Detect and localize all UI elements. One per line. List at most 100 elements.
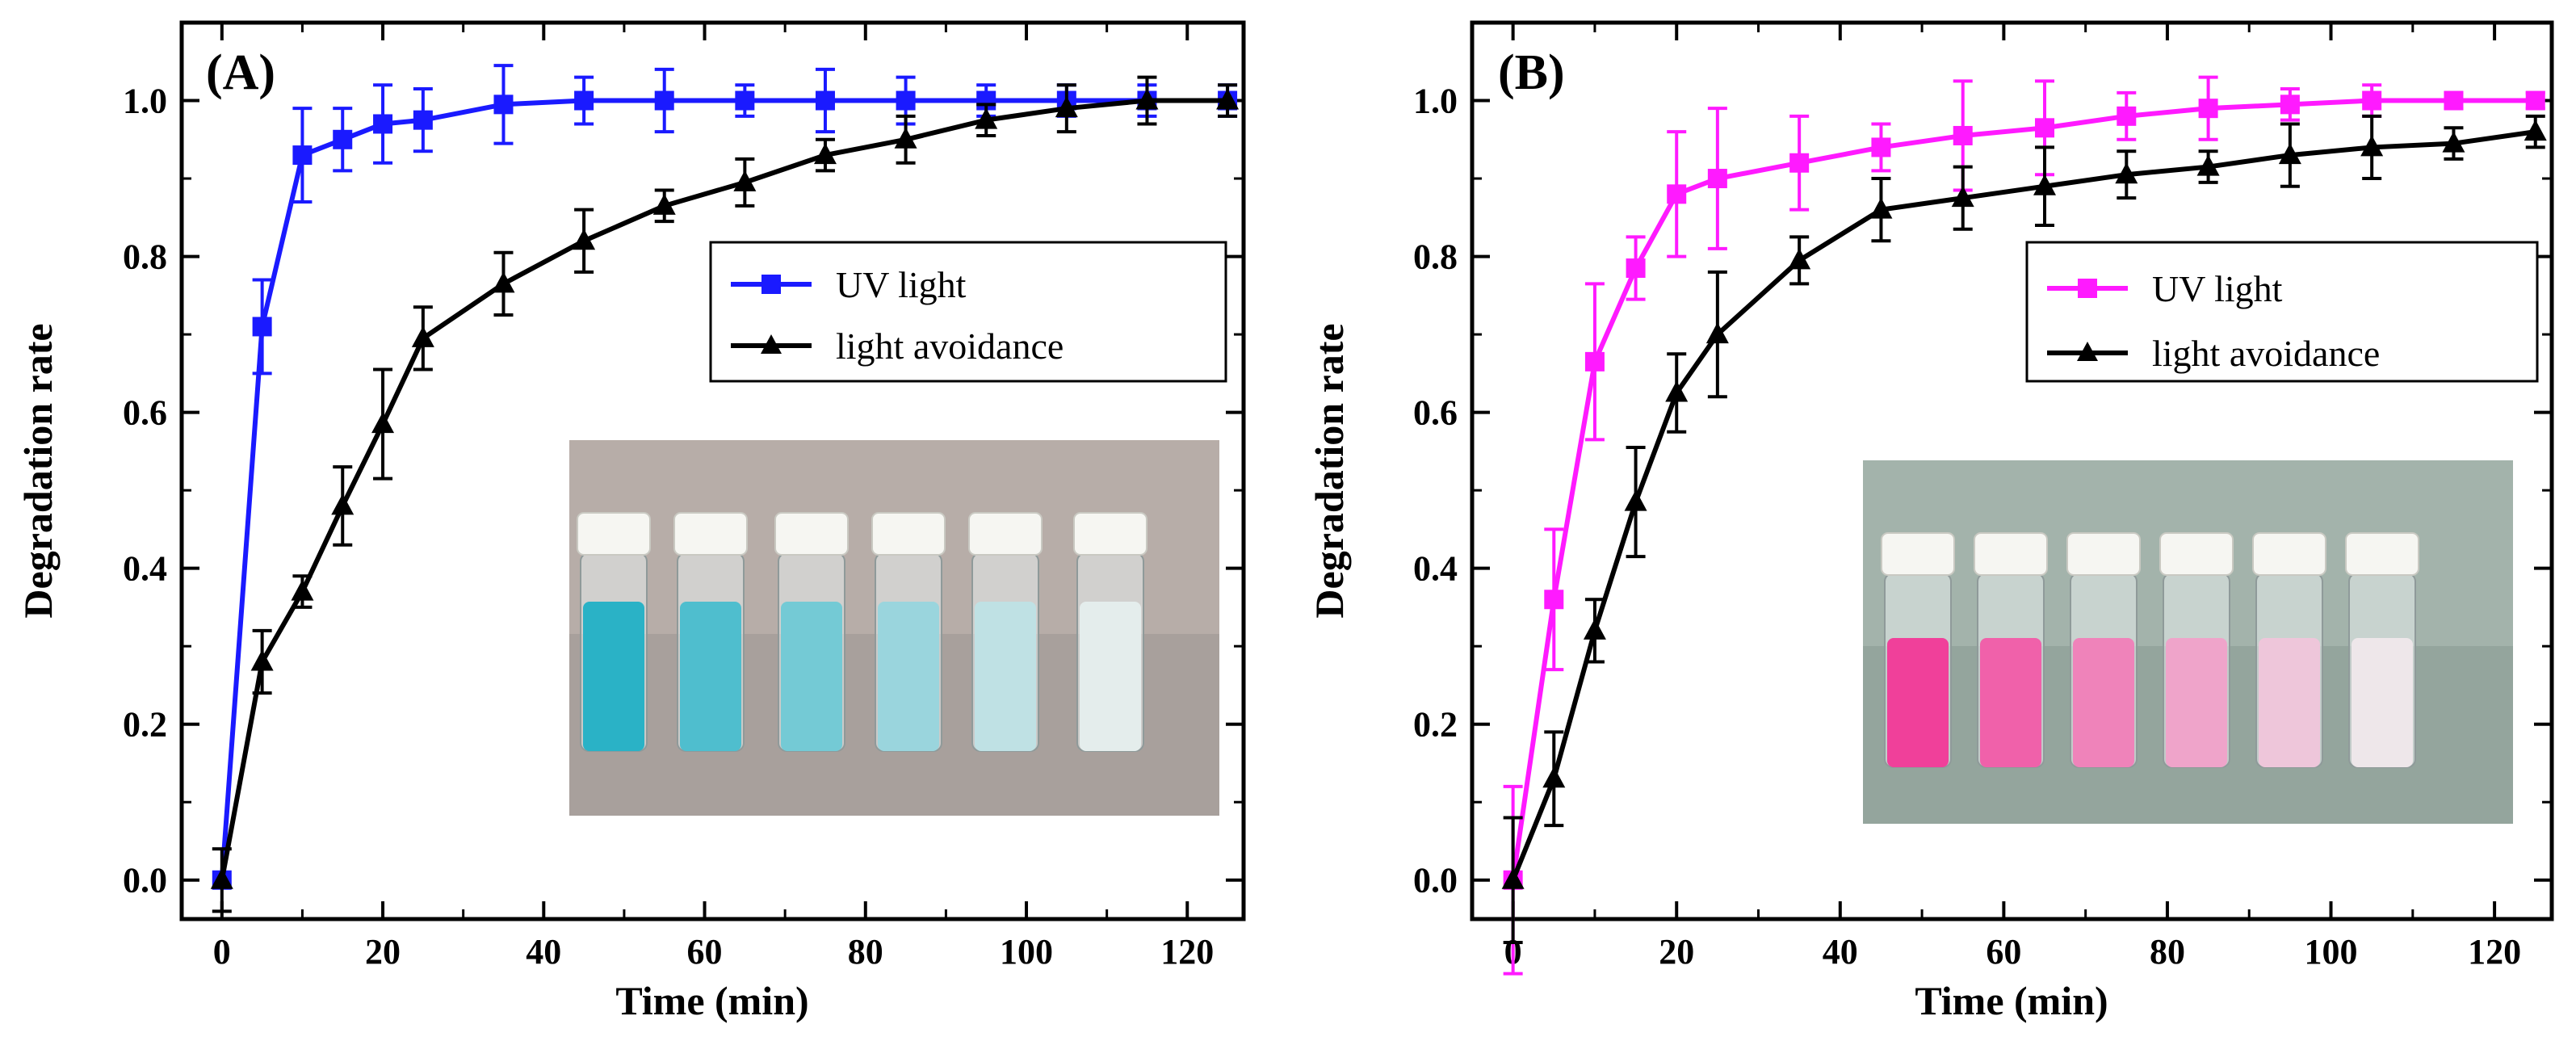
data-point-square [735, 90, 755, 111]
data-point-square [2198, 99, 2218, 119]
series-line-uv_b [1510, 98, 2536, 881]
vial-cap [968, 512, 1043, 556]
legend-label-avoid: light avoidance [2152, 333, 2380, 374]
data-point-square [1667, 184, 1687, 204]
data-point-square [333, 129, 353, 149]
data-point-square [493, 94, 514, 115]
legend-marker-uv [761, 275, 781, 294]
data-point-triangle [210, 867, 233, 889]
data-point-square [2525, 90, 2545, 111]
vial-cap [2066, 532, 2141, 576]
data-point-triangle [1583, 618, 1606, 640]
data-point-square [1953, 125, 1973, 145]
data-point-square [2117, 106, 2137, 126]
data-point-triangle [1216, 88, 1240, 110]
panel-a-y-tick-labels: 0.0 0.2 0.4 0.6 0.8 1.0 [123, 82, 167, 900]
legend-marker-avoid [761, 334, 782, 354]
y-tick-label: 0.4 [123, 549, 167, 589]
x-tick-label: 120 [2468, 932, 2521, 972]
vial-liquid [680, 602, 741, 751]
vial-liquid [583, 602, 644, 751]
vial-cap [1881, 532, 1955, 576]
data-point-square [654, 90, 674, 111]
x-tick-label: 80 [848, 932, 883, 972]
data-point-square [1789, 153, 1810, 173]
data-point-square [1584, 351, 1605, 371]
x-tick-label: 100 [2305, 932, 2358, 972]
series-line-avoid [219, 98, 1228, 881]
data-point-triangle [1788, 248, 1811, 270]
x-tick-label: 100 [1000, 932, 1053, 972]
panel-a-frame [179, 20, 1246, 921]
data-point-triangle [1501, 867, 1525, 889]
data-point-triangle [1869, 197, 1893, 219]
vial-liquid [1980, 638, 2041, 767]
data-point-square [413, 110, 433, 130]
panel-b-legend: UV light light avoidance [2025, 241, 2539, 383]
data-point-triangle [492, 271, 515, 293]
x-tick-label: 20 [365, 932, 401, 972]
x-tick-label: 40 [1823, 932, 1858, 972]
y-tick-label: 1.0 [1413, 82, 1458, 121]
data-point-triangle [371, 412, 395, 434]
data-point-square [1707, 169, 1727, 189]
vial-cap [2252, 532, 2326, 576]
y-tick-label: 0.0 [123, 861, 167, 900]
data-point-triangle [2442, 131, 2465, 153]
data-point-triangle [1951, 186, 1974, 208]
vial-cap [871, 512, 946, 556]
data-point-square [2362, 90, 2382, 111]
data-point-square [252, 317, 272, 337]
data-point-triangle [1624, 489, 1647, 511]
vial-cap [2345, 532, 2419, 576]
data-point-square [1544, 590, 1564, 610]
x-tick-label: 120 [1160, 932, 1214, 972]
y-tick-label: 0.0 [1413, 861, 1458, 900]
panel-a: 0 20 40 60 80 100 120 0.0 0.2 0.4 0.6 0.… [15, 20, 1246, 1023]
y-tick-label: 0.2 [1413, 705, 1458, 745]
data-point-square [2444, 90, 2464, 111]
vial-liquid [878, 602, 939, 751]
data-point-triangle [2115, 162, 2138, 184]
data-point-triangle [894, 127, 917, 149]
x-tick-label: 60 [687, 932, 723, 972]
legend-box [709, 241, 1227, 383]
data-point-square [815, 90, 835, 111]
y-tick-label: 0.6 [1413, 393, 1458, 433]
panel-b-vials [1881, 532, 2419, 768]
panel-a-inset-photo [569, 440, 1219, 816]
panel-b-frame [1470, 20, 2554, 921]
data-point-square [373, 114, 393, 134]
data-point-square [896, 90, 916, 111]
y-tick-label: 0.2 [123, 705, 167, 745]
vial-liquid [2352, 638, 2413, 767]
data-point-square [292, 145, 313, 166]
y-tick-label: 0.8 [123, 237, 167, 277]
data-point-triangle [2360, 135, 2384, 157]
vial-liquid [2259, 638, 2320, 767]
y-tick-label: 0.4 [1413, 549, 1458, 589]
vial-liquid [2073, 638, 2134, 767]
vial-liquid [975, 602, 1036, 751]
data-point-square [2035, 118, 2055, 138]
data-point-triangle [813, 143, 837, 165]
legend-label-uv: UV light [2152, 268, 2283, 309]
data-point-triangle [331, 493, 355, 515]
data-point-triangle [1055, 96, 1078, 118]
panel-b-x-tick-labels: 0 20 40 60 80 100 120 [1504, 932, 2521, 972]
vial-cap [1974, 532, 2048, 576]
data-point-triangle [411, 325, 434, 347]
panel-b-plot-area [1501, 75, 2547, 976]
vial-liquid [781, 602, 842, 751]
data-point-square [2280, 94, 2300, 115]
data-point-triangle [1542, 766, 1566, 788]
x-tick-label: 40 [526, 932, 561, 972]
data-point-triangle [2278, 143, 2301, 165]
panel-b-x-axis-label: Time (min) [1915, 978, 2108, 1023]
data-point-triangle [2196, 154, 2220, 176]
panel-b-y-axis-label: Degradation rate [1307, 323, 1352, 618]
y-tick-label: 1.0 [123, 82, 167, 121]
data-point-triangle [1665, 380, 1689, 402]
